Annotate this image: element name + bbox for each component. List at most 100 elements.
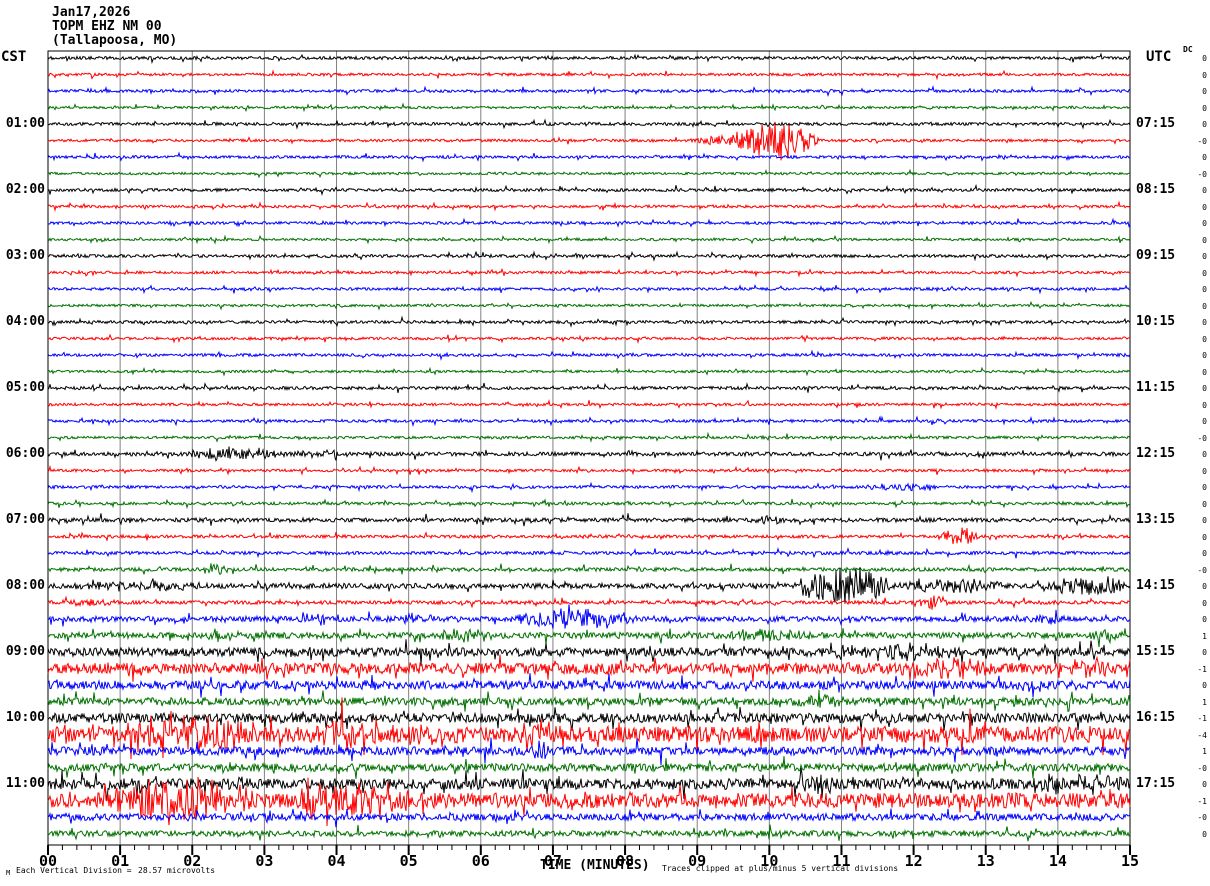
- minute-tick-label: 07: [543, 852, 562, 870]
- dc-value: 0: [1202, 153, 1207, 162]
- utc-hour-label: 07:15: [1136, 116, 1176, 131]
- dc-value: 0: [1202, 120, 1207, 129]
- cst-hour-label: 06:00: [5, 446, 45, 461]
- seismogram-trace: [47, 69, 1131, 81]
- dc-value: -1: [1197, 664, 1207, 674]
- seismogram-trace: [47, 431, 1131, 443]
- dc-value: -1: [1197, 714, 1207, 723]
- seismogram-trace: [47, 654, 1131, 682]
- dc-value: 0: [1202, 549, 1207, 558]
- seismogram-trace: [47, 366, 1131, 377]
- dc-value: 0: [1202, 615, 1207, 624]
- seismogram-trace: [47, 673, 1131, 698]
- utc-hour-label: 13:15: [1136, 512, 1176, 527]
- dc-value: 0: [1202, 532, 1207, 542]
- dc-value: 0: [1202, 384, 1207, 393]
- seismogram-trace: [47, 121, 1131, 161]
- seismogram-trace: [47, 595, 1131, 610]
- cst-hour-label: 09:00: [5, 644, 45, 659]
- dc-value: 0: [1202, 268, 1207, 278]
- dc-value: 0: [1202, 252, 1207, 261]
- minute-tick-label: 04: [327, 852, 346, 870]
- dc-value: 0: [1202, 648, 1207, 657]
- minute-tick-label: 00: [38, 852, 58, 870]
- seismogram-trace: [47, 689, 1131, 713]
- dc-value: 0: [1202, 681, 1207, 690]
- seismogram-trace: [47, 333, 1131, 345]
- dc-value: -4: [1197, 730, 1207, 740]
- seismogram-trace: [47, 52, 1131, 65]
- seismogram-trace: [47, 267, 1131, 278]
- seismogram-trace: [47, 639, 1131, 665]
- seismogram-trace: [47, 250, 1131, 262]
- dc-value: 0: [1202, 186, 1207, 195]
- seismogram-trace: [47, 382, 1131, 394]
- utc-hour-label: 10:15: [1136, 314, 1176, 329]
- minute-tick-label: 15: [1120, 852, 1140, 870]
- dc-value: -0: [1197, 813, 1207, 822]
- seismogram-trace: [47, 85, 1131, 97]
- dc-value: 0: [1202, 829, 1207, 839]
- utc-hour-label: 14:15: [1136, 578, 1176, 593]
- minute-tick-label: 11: [832, 852, 851, 870]
- utc-hour-label: 17:15: [1136, 776, 1176, 791]
- dc-value: 1: [1202, 747, 1207, 756]
- dc-value: 0: [1202, 483, 1207, 492]
- scale-value: 28.57 microvolts: [138, 866, 216, 875]
- dc-value: 0: [1202, 466, 1207, 476]
- seismogram-trace: [47, 697, 1131, 760]
- scale-label: Each Vertical Division =: [16, 866, 132, 875]
- seismogram-trace: [47, 102, 1131, 113]
- dc-value: 0: [1202, 400, 1207, 410]
- seismogram-trace: [47, 767, 1131, 801]
- seismogram-trace: [47, 118, 1131, 130]
- seismogram-trace: [47, 527, 1131, 544]
- title-station: TOPM EHZ NM 00: [52, 19, 162, 34]
- dc-value: 1: [1202, 697, 1207, 707]
- seismogram-trace: [47, 627, 1131, 648]
- dc-value: 0: [1202, 516, 1207, 525]
- seismogram-trace: [47, 234, 1131, 245]
- seismogram-trace: [47, 217, 1131, 228]
- dc-value: 0: [1202, 417, 1207, 426]
- dc-value: 0: [1202, 103, 1207, 113]
- cst-hour-label: 05:00: [5, 380, 45, 395]
- seismogram-trace: [47, 737, 1131, 766]
- cst-hour-label: 11:00: [5, 776, 45, 791]
- corner-watermark: M: [6, 869, 11, 877]
- x-axis-title: TIME (MINUTES): [540, 858, 650, 873]
- seismogram-trace: [47, 776, 1131, 827]
- minute-tick-label: 06: [471, 852, 490, 870]
- dc-value: 0: [1202, 334, 1207, 344]
- dc-value: 0: [1202, 499, 1207, 509]
- cst-hour-label: 10:00: [5, 710, 45, 725]
- dc-value: 0: [1202, 301, 1207, 311]
- minute-tick-label: 10: [760, 852, 779, 870]
- seismogram-trace: [47, 398, 1131, 410]
- seismogram-trace: [47, 604, 1131, 629]
- seismogram-trace: [47, 567, 1131, 604]
- seismogram-trace: [47, 481, 1131, 494]
- dc-value: 0: [1202, 54, 1207, 63]
- dc-value: 0: [1202, 780, 1207, 789]
- dc-value: 0: [1202, 285, 1207, 294]
- minute-tick-label: 12: [904, 852, 923, 870]
- utc-hour-label: 16:15: [1136, 710, 1176, 725]
- utc-hour-label: 09:15: [1136, 248, 1176, 263]
- seismogram-trace: [47, 349, 1131, 361]
- cst-hour-label: 02:00: [5, 182, 45, 197]
- seismogram-trace: [47, 464, 1131, 476]
- dc-value: 0: [1202, 70, 1207, 80]
- dc-value: 0: [1202, 598, 1207, 608]
- title-date: Jan17,2026: [52, 5, 131, 20]
- seismogram-trace: [48, 563, 1131, 576]
- dc-value: -0: [1197, 169, 1207, 179]
- dc-value: -1: [1197, 796, 1207, 806]
- seismogram-trace: [47, 151, 1131, 163]
- dc-value: 1: [1202, 631, 1207, 641]
- utc-hour-label: 15:15: [1136, 644, 1176, 659]
- dc-value: 0: [1202, 202, 1207, 212]
- dc-value: -0: [1197, 433, 1207, 443]
- left-timezone-label: CST: [1, 49, 27, 65]
